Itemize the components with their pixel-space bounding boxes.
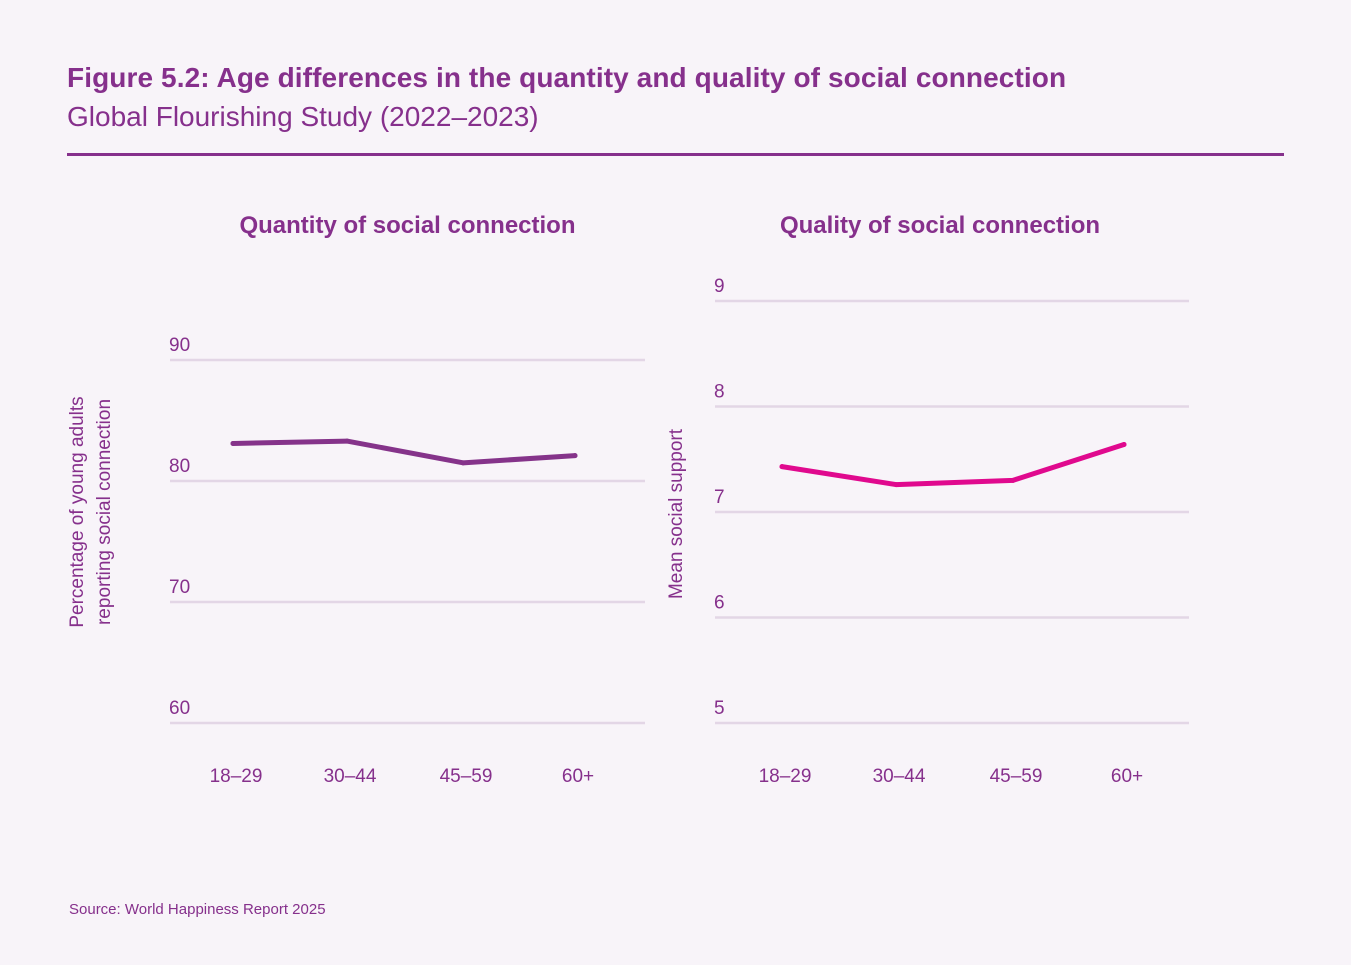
right-x-tick-label: 45–59 [990, 766, 1043, 787]
right-y-tick-label: 8 [714, 382, 725, 403]
left-x-tick-label: 60+ [562, 766, 594, 787]
right-x-tick-label: 18–29 [759, 766, 812, 787]
left-data-point [344, 438, 350, 444]
right-y-tick-label: 7 [714, 487, 725, 508]
right-data-point [779, 464, 785, 470]
right-y-axis-title: Mean social support [666, 428, 687, 599]
left-x-tick-label: 18–29 [210, 766, 263, 787]
right-y-tick-label: 9 [714, 276, 725, 297]
right-chart-title: Quality of social connection [779, 212, 1101, 239]
left-y-axis-title: Percentage of young adults [67, 396, 88, 627]
right-data-point [1121, 441, 1127, 447]
right-data-point [1010, 477, 1016, 483]
right-y-tick-label: 5 [714, 698, 725, 719]
left-data-point [230, 440, 236, 446]
left-y-tick-label: 80 [169, 456, 190, 477]
left-x-tick-label: 45–59 [440, 766, 493, 787]
source-note: Source: World Happiness Report 2025 [69, 901, 326, 918]
left-y-tick-label: 60 [169, 698, 190, 719]
left-chart-title: Quantity of social connection [239, 212, 576, 239]
left-series-line [230, 438, 578, 466]
right-y-tick-label: 6 [714, 593, 725, 614]
figure-title: Figure 5.2: Age differences in the quant… [67, 62, 1067, 93]
left-y-tick-label: 70 [169, 577, 190, 598]
left-y-tick-label: 90 [169, 335, 190, 356]
left-y-axis-title: reporting social connection [94, 399, 115, 625]
right-x-tick-label: 30–44 [873, 766, 926, 787]
left-data-point [460, 460, 466, 466]
left-x-tick-label: 30–44 [324, 766, 377, 787]
right-series-line [779, 441, 1127, 488]
figure-subtitle: Global Flourishing Study (2022–2023) [67, 101, 539, 132]
right-x-tick-label: 60+ [1111, 766, 1143, 787]
left-data-point [572, 453, 578, 459]
right-data-point [893, 482, 899, 488]
title-divider [67, 153, 1284, 156]
